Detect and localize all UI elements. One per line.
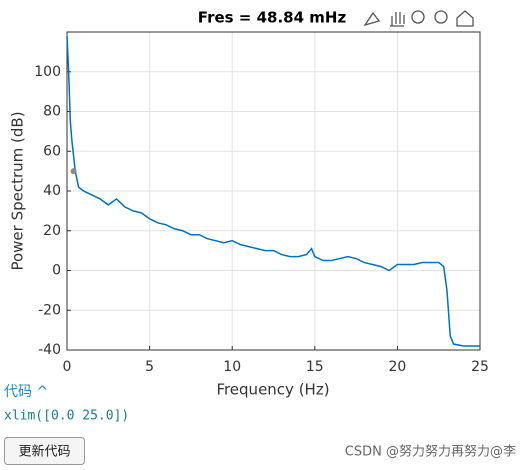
y-tick-label: 0 (52, 263, 61, 279)
y-tick-label: 80 (43, 104, 61, 120)
y-tick-label: 20 (43, 223, 61, 239)
y-axis-label: Power Spectrum (dB) (9, 111, 27, 270)
toolbar[interactable] (363, 10, 474, 27)
chart-title: Fres = 48.84 mHz (198, 9, 347, 27)
toolbar-home[interactable] (456, 10, 474, 27)
spectrum-line (66, 35, 480, 347)
toolbar-zoom-out[interactable] (434, 10, 448, 24)
y-tick-label: 40 (43, 183, 61, 199)
toolbar-pan[interactable] (390, 12, 405, 27)
y-tick-label: -20 (38, 302, 61, 318)
toolbar-zoom-in[interactable] (411, 10, 425, 24)
y-tick-label: -40 (38, 342, 61, 358)
x-tick-label: 5 (145, 359, 154, 375)
x-tick-label: 20 (388, 359, 406, 375)
code-line: xlim([0.0 25.0]) (4, 409, 129, 424)
y-tick-label: 60 (43, 143, 61, 159)
x-tick-label: 10 (223, 359, 241, 375)
y-tick-label: 100 (34, 64, 61, 80)
button-label[interactable]: 更新代码 (18, 444, 70, 460)
update-code-button[interactable] (4, 437, 85, 465)
data-tip-marker (70, 168, 77, 175)
axes-box (66, 31, 481, 351)
x-tick-label: 0 (63, 359, 72, 375)
x-tick-label: 15 (306, 359, 324, 375)
watermark: CSDN @努力努力再努力@李 (345, 445, 516, 460)
code-section-toggle[interactable]: 代码 ^ (4, 384, 48, 400)
toolbar-brush[interactable] (363, 11, 381, 27)
x-axis-label: Frequency (Hz) (216, 381, 329, 399)
x-tick-label: 25 (471, 359, 489, 375)
